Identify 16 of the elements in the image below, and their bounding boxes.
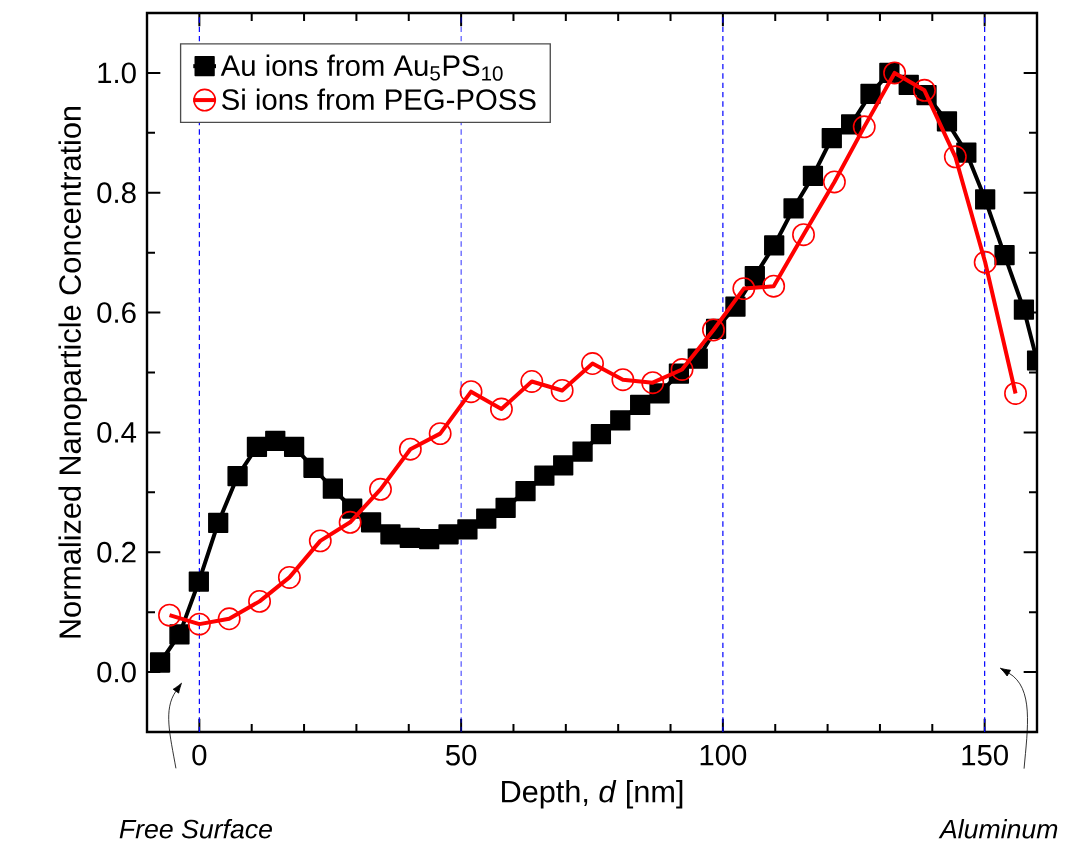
legend-label: Au ions from Au$_{5}$PS$_{10}$ <box>220 54 503 81</box>
x-tick-label: 100 <box>700 744 747 766</box>
x-tick-label: 150 <box>962 744 1008 766</box>
y-tick-label: 1.0 <box>98 62 136 84</box>
y-tick-label: 0.4 <box>97 422 137 443</box>
text: Free Surface <box>119 818 272 839</box>
y-tick-label: 0.0 <box>97 661 136 683</box>
y-axis-title: Normalized Nanoparticle Concentration <box>58 106 88 638</box>
x-tick-label: 50 <box>445 744 477 766</box>
y-tick-label: 0.2 <box>97 541 136 563</box>
y-tick-label: 0.6 <box>97 302 136 323</box>
text: Aluminum <box>938 818 1058 839</box>
x-axis-title: Depth, d [nm] <box>502 779 683 809</box>
y-tick-label: 0.8 <box>97 182 136 204</box>
legend-label: Si ions from PEG-POSS <box>222 88 536 110</box>
x-tick-label: 0 <box>192 744 207 766</box>
